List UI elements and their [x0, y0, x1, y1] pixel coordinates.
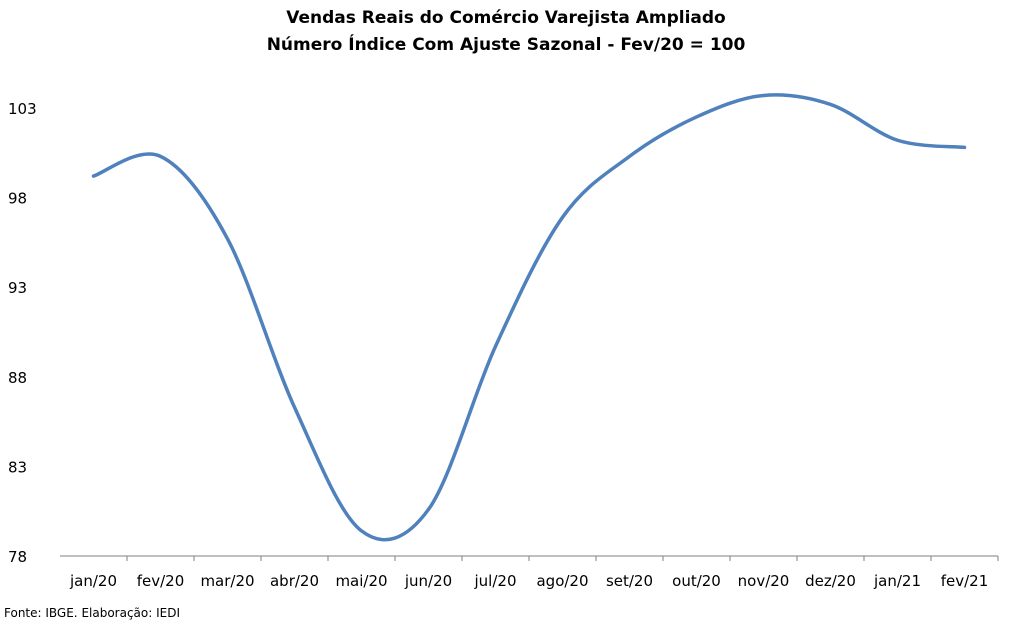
x-tick-label: jul/20 [474, 572, 517, 590]
chart-subtitle: Número Índice Com Ajuste Sazonal - Fev/2… [266, 35, 746, 55]
data-point [896, 139, 899, 142]
data-point [695, 115, 698, 118]
chart-title: Vendas Reais do Comércio Varejista Ampli… [286, 8, 726, 28]
data-point [829, 103, 832, 106]
x-tick-label: dez/20 [805, 572, 856, 590]
x-tick-label: out/20 [672, 572, 721, 590]
data-point [494, 345, 497, 348]
data-point [762, 94, 765, 97]
data-point [628, 155, 631, 158]
line-chart: 78 83 88 93 98 103 jan/20 fev/20 mar/20 abr/20 mai… [8, 93, 999, 590]
x-tick-label: fev/21 [941, 572, 989, 590]
x-tick-label: ago/20 [536, 572, 588, 590]
data-point [226, 237, 229, 240]
x-tick-label: mar/20 [200, 572, 254, 590]
y-tick-label: 83 [8, 458, 27, 476]
y-tick-label: 103 [8, 100, 37, 118]
x-tick-label: abr/20 [270, 572, 319, 590]
y-tick-label: 93 [8, 279, 27, 297]
series-line [91, 93, 967, 542]
x-tick-label: fev/20 [137, 572, 185, 590]
data-point [963, 146, 966, 149]
x-tick-label: mai/20 [335, 572, 387, 590]
y-tick-label: 98 [8, 190, 27, 208]
source-note: Fonte: IBGE. Elaboração: IEDI [4, 606, 181, 620]
x-tick-label: set/20 [606, 572, 653, 590]
x-tick-label: nov/20 [738, 572, 790, 590]
data-point [293, 406, 296, 409]
x-tick-label: jan/21 [873, 572, 921, 590]
y-tick-label: 88 [8, 369, 27, 387]
data-point [159, 155, 162, 158]
x-tick-label: jan/20 [69, 572, 117, 590]
x-tick-label: jun/20 [404, 572, 452, 590]
data-point [561, 216, 564, 219]
y-tick-label: 78 [8, 548, 27, 566]
data-point [360, 529, 363, 532]
data-point [427, 508, 430, 511]
data-point [92, 175, 95, 178]
